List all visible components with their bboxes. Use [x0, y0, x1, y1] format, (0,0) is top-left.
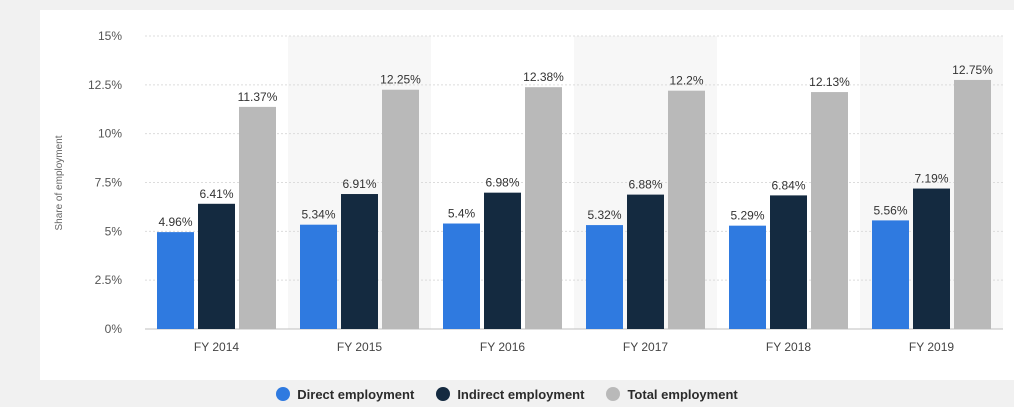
data-label-indirect-employment: 6.84%	[771, 178, 805, 192]
bar-direct-employment	[157, 232, 194, 329]
bar-direct-employment	[729, 225, 766, 329]
bar-total-employment	[239, 106, 276, 329]
y-tick-label: 15%	[98, 29, 122, 43]
bars	[157, 79, 991, 330]
data-label-direct-employment: 5.29%	[730, 209, 764, 223]
data-label-direct-employment: 5.34%	[301, 208, 335, 222]
data-label-direct-employment: 5.4%	[448, 207, 476, 221]
bar-indirect-employment	[627, 194, 664, 329]
bar-indirect-employment	[198, 203, 235, 329]
y-tick-label: 2.5%	[95, 273, 123, 287]
data-label-indirect-employment: 6.88%	[628, 178, 662, 192]
legend: Direct employment Indirect employment To…	[0, 382, 1014, 406]
data-label-indirect-employment: 6.41%	[199, 187, 233, 201]
legend-label-indirect-employment: Indirect employment	[457, 386, 585, 402]
bar-total-employment	[668, 90, 705, 330]
data-label-total-employment: 12.38%	[523, 70, 564, 84]
x-tick-label: FY 2017	[623, 340, 668, 354]
y-tick-label: 10%	[98, 127, 122, 141]
bar-direct-employment	[586, 225, 623, 329]
bar-total-employment	[525, 87, 562, 329]
bar-total-employment	[811, 92, 848, 329]
x-tick-label: FY 2015	[337, 340, 382, 354]
bar-direct-employment	[872, 220, 909, 329]
legend-item-direct-employment[interactable]: Direct employment	[276, 387, 414, 402]
data-label-total-employment: 12.13%	[809, 75, 850, 89]
data-label-total-employment: 12.25%	[380, 73, 421, 87]
bar-indirect-employment	[913, 188, 950, 329]
data-label-total-employment: 12.2%	[669, 74, 703, 88]
bar-chart: 0% 2.5% 5% 7.5% 10% 12.5% 15% Share of employm…	[40, 10, 1014, 380]
data-label-indirect-employment: 6.91%	[342, 177, 376, 191]
x-tick-label: FY 2014	[194, 340, 239, 354]
y-axis-ticks: 0% 2.5% 5% 7.5% 10% 12.5% 15%	[88, 29, 122, 336]
x-tick-label: FY 2016	[480, 340, 525, 354]
y-tick-label: 0%	[105, 322, 123, 336]
data-label-indirect-employment: 6.98%	[485, 176, 519, 190]
bar-direct-employment	[300, 224, 337, 329]
legend-swatch-total-employment	[606, 387, 621, 401]
y-tick-label: 12.5%	[88, 78, 122, 92]
value-labels: 4.96% 6.41% 11.37% 5.34% 6.91% 12.25% 5.4% 6.98…	[158, 63, 993, 229]
data-label-direct-employment: 5.56%	[873, 203, 907, 217]
bar-total-employment	[382, 89, 419, 329]
bar-total-employment	[954, 79, 991, 329]
x-axis-ticks: FY 2014 FY 2015 FY 2016 FY 2017 FY 2018 FY 20…	[194, 340, 954, 354]
x-tick-label: FY 2018	[766, 340, 811, 354]
legend-swatch-indirect-employment	[436, 387, 451, 401]
y-axis-label: Share of employment	[54, 135, 65, 230]
bar-indirect-employment	[484, 192, 521, 329]
x-tick-label: FY 2019	[909, 340, 954, 354]
data-label-indirect-employment: 7.19%	[914, 172, 948, 186]
legend-item-total-employment[interactable]: Total employment	[606, 386, 738, 402]
legend-label-direct-employment: Direct employment	[297, 386, 415, 402]
data-label-total-employment: 11.37%	[238, 90, 278, 104]
bar-direct-employment	[443, 223, 480, 329]
bar-indirect-employment	[341, 194, 378, 329]
gridlines	[145, 35, 1003, 330]
legend-label-total-employment: Total employment	[627, 386, 738, 402]
data-label-direct-employment: 5.32%	[587, 208, 621, 222]
legend-item-indirect-employment[interactable]: Indirect employment	[436, 387, 584, 402]
legend-swatch-direct-employment	[276, 387, 291, 401]
y-tick-label: 7.5%	[95, 176, 123, 190]
bar-indirect-employment	[770, 195, 807, 329]
data-label-total-employment: 12.75%	[952, 63, 993, 77]
data-label-direct-employment: 4.96%	[158, 215, 192, 229]
y-tick-label: 5%	[105, 224, 123, 238]
